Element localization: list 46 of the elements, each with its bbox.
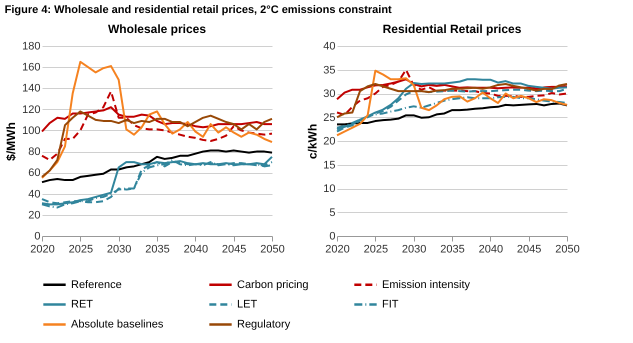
y-tick-label: 60 — [28, 167, 40, 180]
y-tick-label: 20 — [28, 209, 40, 222]
y-tick-label: 30 — [323, 88, 336, 100]
x-tick-label: 2020 — [325, 244, 350, 256]
legend-label: Reference — [71, 278, 122, 291]
y-tick-label: 140 — [22, 82, 40, 95]
x-tick-label: 2030 — [402, 244, 426, 256]
x-tick-label: 2020 — [30, 244, 55, 256]
y-tick-label: 10 — [323, 183, 336, 195]
legend-label: Absolute baselines — [71, 318, 164, 330]
caption: Figure 4: Wholesale and residential retail prices, 2°C emissions constraint — [4, 4, 392, 16]
y-tick-label: 0 — [329, 230, 336, 242]
y-tick-label: 80 — [28, 146, 40, 158]
y-tick-label: 0 — [34, 230, 40, 242]
x-tick-label: 2045 — [516, 244, 542, 256]
y-tick-label: 180 — [22, 40, 40, 52]
y-tick-label: 35 — [323, 64, 336, 76]
y-tick-label: 100 — [22, 124, 40, 137]
y-tick-label: 25 — [323, 112, 336, 124]
x-tick-label: 2045 — [222, 244, 246, 256]
legend-label: RET — [71, 298, 94, 310]
x-tick-label: 2025 — [364, 244, 388, 256]
legend-label: FIT — [382, 298, 399, 310]
legend-label: Carbon pricing — [237, 278, 309, 291]
y-tick-label: 20 — [323, 136, 336, 148]
x-tick-label: 2030 — [106, 244, 132, 256]
legend-label: Regulatory — [237, 318, 291, 330]
x-tick-label: 2040 — [478, 244, 504, 256]
y-axis-title: $/MWh — [4, 122, 18, 161]
y-tick-label: 5 — [329, 206, 336, 219]
x-tick-label: 2025 — [68, 244, 94, 256]
chart-title: Wholesale prices — [108, 22, 206, 36]
x-tick-label: 2050 — [555, 244, 580, 256]
x-tick-label: 2040 — [184, 244, 208, 256]
y-tick-label: 40 — [28, 188, 40, 200]
y-tick-label: 160 — [22, 62, 40, 74]
x-tick-label: 2050 — [260, 244, 285, 256]
y-axis-title: c/kWh — [305, 124, 320, 160]
y-tick-label: 15 — [323, 159, 336, 172]
y-tick-label: 120 — [22, 104, 40, 116]
x-tick-label: 2035 — [145, 244, 170, 256]
chart-title: Residential Retail prices — [382, 22, 522, 36]
x-tick-label: 2035 — [440, 244, 465, 256]
legend-label: LET — [237, 298, 258, 310]
legend-label: Emission intensity — [382, 278, 471, 291]
y-tick-label: 40 — [323, 40, 336, 52]
